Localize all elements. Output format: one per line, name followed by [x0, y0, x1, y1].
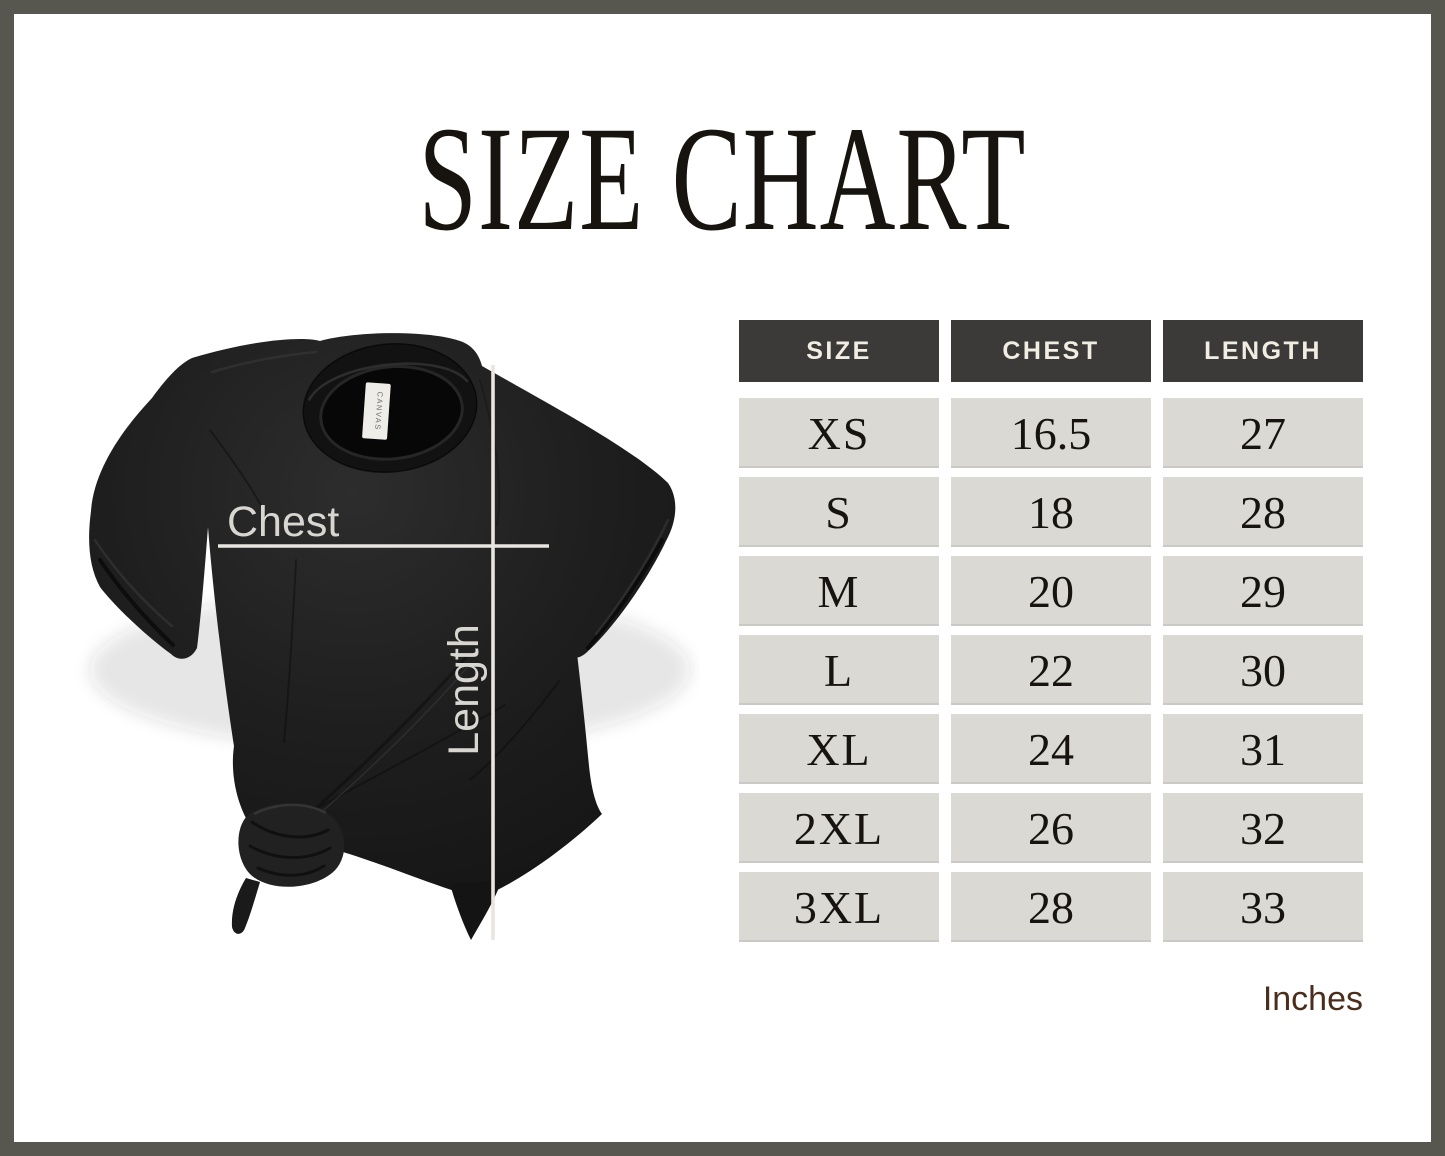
- table-cell-chest: 28: [951, 872, 1151, 942]
- table-cell-length: 30: [1163, 635, 1363, 705]
- table-cell-chest: 26: [951, 793, 1151, 863]
- table-cell-size: XS: [739, 398, 939, 468]
- table-cell-size: L: [739, 635, 939, 705]
- table-cell-length: 31: [1163, 714, 1363, 784]
- tshirt-measurement-diagram: CANVAS Chest Length: [60, 300, 700, 980]
- table-cell-chest: 20: [951, 556, 1151, 626]
- table-cell-size: 2XL: [739, 793, 939, 863]
- chest-label: Chest: [227, 498, 339, 546]
- page-title: SIZE CHART: [418, 96, 1027, 262]
- table-cell-size: M: [739, 556, 939, 626]
- shirt-folds: [209, 379, 561, 829]
- table-cell-size: 3XL: [739, 872, 939, 942]
- size-chart-table: SIZE CHEST LENGTH XS 16.5 27 S 18 28 M 2…: [739, 320, 1363, 942]
- table-cell-length: 28: [1163, 477, 1363, 547]
- shirt-knot: [231, 803, 345, 934]
- shirt-collar: [302, 342, 478, 474]
- size-table-body: XS 16.5 27 S 18 28 M 20 29 L 22 30 XL 24…: [739, 398, 1363, 942]
- length-label: Length: [440, 624, 488, 756]
- header-length: LENGTH: [1163, 320, 1363, 382]
- header-chest: CHEST: [951, 320, 1151, 382]
- table-cell-chest: 16.5: [951, 398, 1151, 468]
- table-cell-chest: 24: [951, 714, 1151, 784]
- table-cell-length: 27: [1163, 398, 1363, 468]
- size-table-header-row: SIZE CHEST LENGTH: [739, 320, 1363, 382]
- table-cell-size: XL: [739, 714, 939, 784]
- table-cell-size: S: [739, 477, 939, 547]
- sleeve-cuffs: [93, 518, 670, 650]
- table-cell-length: 33: [1163, 872, 1363, 942]
- shirt-highlights: [210, 350, 471, 823]
- table-cell-chest: 18: [951, 477, 1151, 547]
- neck-tag-text: CANVAS: [373, 391, 385, 431]
- shirt-hem-fold: [450, 880, 502, 940]
- shirt-body: [89, 333, 676, 898]
- tshirt-illustration: CANVAS Chest Length: [89, 333, 690, 940]
- header-size: SIZE: [739, 320, 939, 382]
- table-cell-length: 32: [1163, 793, 1363, 863]
- table-cell-chest: 22: [951, 635, 1151, 705]
- neck-tag: CANVAS: [362, 382, 391, 440]
- table-cell-length: 29: [1163, 556, 1363, 626]
- unit-label: Inches: [1262, 980, 1363, 1018]
